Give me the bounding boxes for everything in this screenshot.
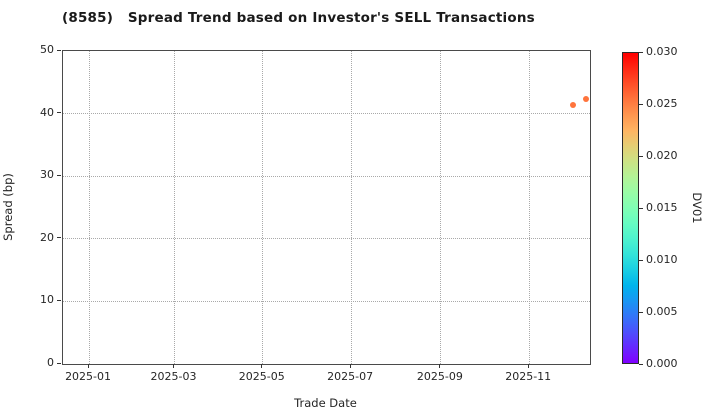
colorbar-tick-label: 0.025 xyxy=(646,97,678,110)
y-tick-mark xyxy=(57,299,61,301)
y-tick-label: 20 xyxy=(40,230,54,244)
colorbar-tick-mark xyxy=(639,311,643,313)
colorbar-tick-label: 0.000 xyxy=(646,357,678,370)
x-gridline xyxy=(173,51,175,364)
colorbar-tick-label: 0.010 xyxy=(646,253,678,266)
x-tick-label: 2025-11 xyxy=(505,370,552,383)
colorbar-tick-mark xyxy=(639,363,643,365)
y-tick-mark xyxy=(57,49,61,51)
y-tick-mark xyxy=(57,362,61,364)
colorbar-tick-mark xyxy=(639,103,643,105)
x-gridline xyxy=(528,51,530,364)
plot-area xyxy=(62,50,591,365)
colorbar-tick-mark xyxy=(639,207,643,209)
y-tick-mark xyxy=(57,237,61,239)
y-tick-label: 0 xyxy=(47,356,54,369)
x-gridline xyxy=(262,51,264,364)
y-gridline xyxy=(63,238,590,240)
colorbar-label: DV01 xyxy=(690,192,704,224)
x-gridline xyxy=(350,51,352,364)
x-gridline xyxy=(88,51,90,364)
x-tick-label: 2025-01 xyxy=(65,370,112,383)
y-gridline xyxy=(63,175,590,177)
scatter-point xyxy=(582,95,589,102)
x-tick-mark xyxy=(349,364,351,368)
colorbar-tick-mark xyxy=(639,155,643,157)
x-tick-mark xyxy=(439,364,441,368)
x-axis-label: Trade Date xyxy=(294,396,357,410)
x-tick-label: 2025-05 xyxy=(238,370,285,383)
x-tick-label: 2025-09 xyxy=(416,370,463,383)
chart-title: (8585) Spread Trend based on Investor's … xyxy=(62,10,535,26)
colorbar-tick-label: 0.005 xyxy=(646,305,678,318)
y-tick-mark xyxy=(57,112,61,114)
x-tick-label: 2025-07 xyxy=(327,370,374,383)
colorbar xyxy=(622,52,639,364)
y-tick-label: 10 xyxy=(40,293,54,307)
x-gridline xyxy=(440,51,442,364)
colorbar-tick-mark xyxy=(639,51,643,53)
y-gridline xyxy=(63,113,590,115)
y-tick-label: 50 xyxy=(40,43,54,56)
x-tick-label: 2025-03 xyxy=(150,370,197,383)
y-gridline xyxy=(63,300,590,302)
y-tick-mark xyxy=(57,174,61,176)
x-tick-mark xyxy=(172,364,174,368)
x-tick-mark xyxy=(527,364,529,368)
scatter-point xyxy=(569,101,576,108)
colorbar-tick-label: 0.015 xyxy=(646,201,678,214)
colorbar-tick-label: 0.020 xyxy=(646,149,678,162)
x-tick-mark xyxy=(87,364,89,368)
y-tick-label: 30 xyxy=(40,168,54,182)
y-tick-label: 40 xyxy=(40,105,54,119)
colorbar-tick-label: 0.030 xyxy=(646,45,678,58)
x-tick-mark xyxy=(261,364,263,368)
colorbar-tick-mark xyxy=(639,259,643,261)
y-axis-label: Spread (bp) xyxy=(1,173,15,241)
